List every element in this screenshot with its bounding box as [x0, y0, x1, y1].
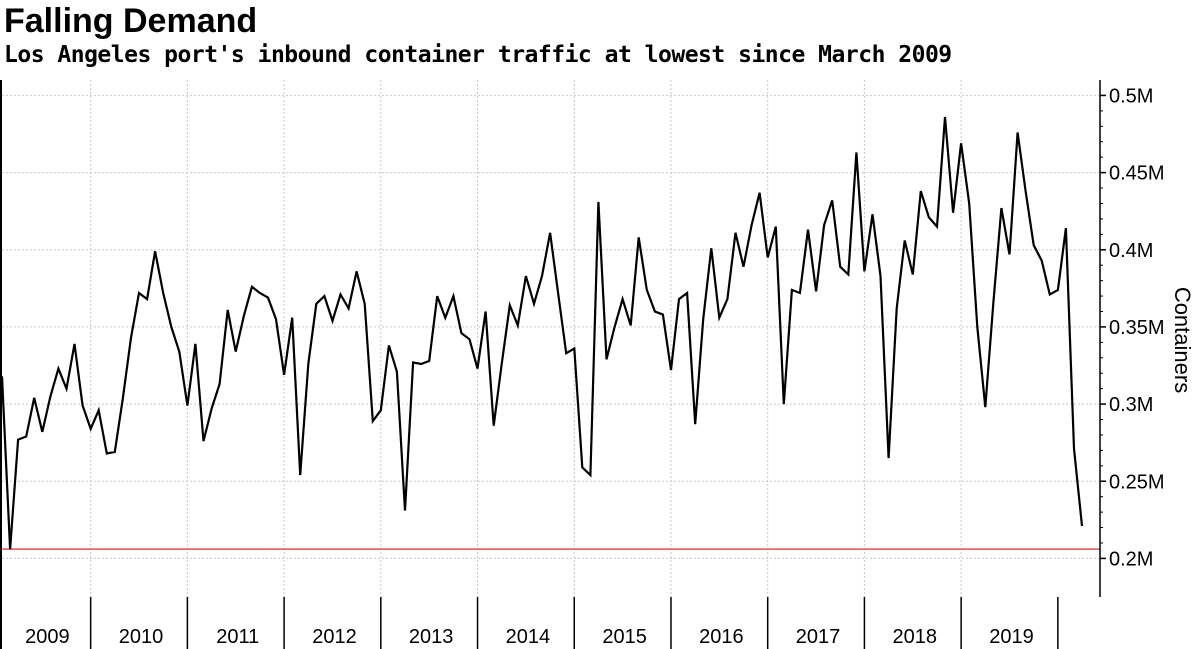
- y-tick-label: 0.45M: [1109, 163, 1165, 185]
- x-tick-label: 2015: [602, 626, 647, 648]
- x-axis: 2009 2010 2011 2012 2013 2014 2015 2016 2017 2018…: [25, 597, 1059, 649]
- x-tick-label: 2011: [216, 626, 259, 648]
- x-tick-label: 2017: [796, 626, 841, 648]
- y-tick-label: 0.25M: [1109, 471, 1165, 493]
- y-axis: 0.2M 0.25M 0.3M 0.35M 0.4M 0.45M 0.5M: [1099, 80, 1165, 597]
- x-tick-label: 2012: [312, 626, 357, 648]
- x-tick-label: 2016: [699, 626, 744, 648]
- series-group: [0, 116, 1084, 550]
- series-line-inbound-containers: [0, 116, 1084, 550]
- x-tick-label: 2014: [506, 626, 551, 648]
- y-tick-label: 0.5M: [1109, 85, 1153, 107]
- x-tick-label: 2013: [409, 626, 454, 648]
- x-tick-label: 2009: [25, 626, 70, 648]
- grid-lines: [0, 80, 1100, 649]
- y-tick-label: 0.35M: [1109, 317, 1165, 339]
- x-tick-label: 2019: [989, 626, 1034, 648]
- y-tick-label: 0.2M: [1109, 548, 1153, 570]
- y-tick-label: 0.3M: [1109, 394, 1153, 416]
- y-axis-label: Containers: [1170, 287, 1195, 393]
- chart-subtitle: Los Angeles port's inbound container tra…: [4, 42, 952, 68]
- x-tick-label: 2010: [119, 626, 164, 648]
- y-tick-label: 0.4M: [1109, 240, 1153, 262]
- x-tick-label: 2018: [893, 626, 938, 648]
- chart-title: Falling Demand: [4, 2, 258, 40]
